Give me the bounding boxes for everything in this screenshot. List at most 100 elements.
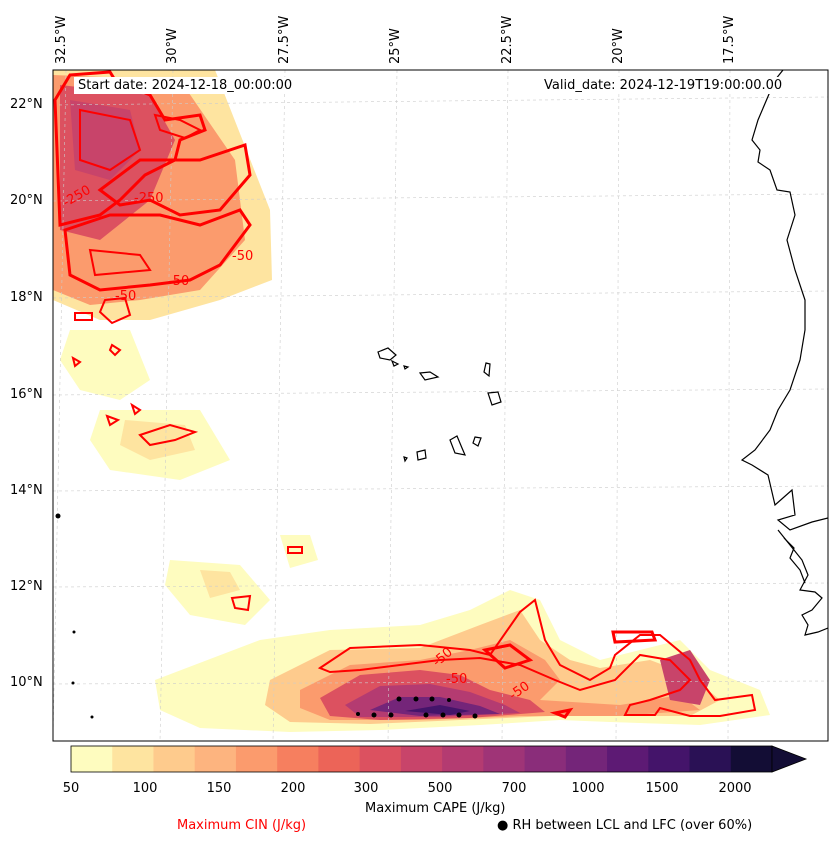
cin-contour — [63, 208, 252, 292]
colorbar — [70, 745, 773, 773]
island — [390, 359, 400, 367]
lon-label: 32.5°W — [54, 15, 69, 64]
cin-contour — [317, 598, 757, 717]
island — [483, 362, 491, 378]
colorbar-swatch — [730, 746, 773, 772]
island — [472, 436, 482, 447]
rh-dot — [72, 630, 76, 634]
rh-dot — [456, 712, 462, 718]
colorbar-swatch — [277, 746, 319, 772]
rh-dot — [429, 696, 435, 702]
colorbar-label: Maximum CAPE (J/kg) — [365, 801, 506, 816]
cin-contour — [549, 707, 574, 719]
rh-dot — [413, 696, 419, 702]
colorbar-tick: 150 — [206, 781, 232, 796]
cin-contour — [481, 643, 534, 670]
lat-label: 20°N — [10, 193, 43, 208]
lat-label: 10°N — [10, 675, 43, 690]
colorbar-swatch — [689, 746, 732, 772]
cape-fill-nw-deep — [70, 100, 140, 180]
colorbar-swatch — [442, 746, 484, 772]
colorbar-tick: 50 — [62, 781, 80, 796]
cin-contour — [74, 312, 93, 321]
rh-legend-label: ● RH between LCL and LFC (over 60%) — [497, 818, 752, 833]
colorbar-swatch — [71, 746, 113, 772]
contour-label: -250 — [134, 191, 164, 206]
contour-label: -50 — [168, 274, 189, 289]
cape-fill-south-7 — [405, 705, 470, 715]
colorbar-swatch — [524, 746, 567, 772]
coastline-africa — [783, 537, 806, 584]
coastlines — [377, 70, 828, 636]
rh-dot — [472, 713, 478, 719]
rh-dot — [356, 712, 360, 716]
rh-dot — [440, 712, 446, 718]
colorbar-swatch — [359, 746, 402, 772]
colorbar-swatch — [318, 746, 361, 772]
gridlines — [53, 70, 828, 741]
colorbar-swatch — [235, 746, 278, 772]
rh-points — [55, 513, 478, 719]
coastline-africa — [740, 70, 828, 531]
island — [418, 371, 440, 381]
lon-label: 30°W — [165, 28, 180, 64]
island — [487, 391, 502, 406]
cape-fill-patch — [280, 535, 318, 568]
cin-contour — [98, 296, 132, 325]
cape-fill-patch — [120, 420, 195, 460]
lat-label: 16°N — [10, 387, 43, 402]
lat-label: 12°N — [10, 579, 43, 594]
lat-label: 14°N — [10, 483, 43, 498]
island — [449, 435, 467, 456]
coastline-africa — [777, 529, 828, 636]
cin-contour — [138, 423, 199, 447]
contour-label: -50 — [446, 672, 467, 687]
colorbar-tick: 100 — [132, 781, 158, 796]
rh-dot — [447, 698, 451, 702]
cin-contour — [153, 113, 203, 140]
rh-dot — [371, 712, 377, 718]
island — [403, 456, 408, 463]
island — [403, 365, 410, 370]
rh-legend-text: RH between LCL and LFC (over 60%) — [512, 818, 753, 833]
colorbar-swatch — [648, 746, 691, 772]
cin-contour — [71, 355, 82, 368]
colorbar-swatch — [194, 746, 237, 772]
colorbar-swatch — [112, 746, 154, 772]
rh-dot — [55, 513, 61, 519]
lon-label: 20°W — [611, 28, 626, 64]
colorbar-extend-arrow — [771, 745, 808, 773]
start-date-label: Start date: 2024-12-18_00:00:00 — [74, 77, 297, 94]
rh-dot — [396, 696, 402, 702]
rh-dot — [388, 712, 394, 718]
contour-label: -50 — [232, 249, 253, 264]
colorbar-tick: 2000 — [718, 781, 752, 796]
cin-legend-label: Maximum CIN (J/kg) — [177, 818, 307, 833]
lon-label: 25°W — [388, 28, 403, 64]
rh-dot — [423, 712, 429, 718]
cin-contour — [611, 630, 658, 644]
cin-contour — [108, 343, 122, 357]
colorbar-tick: 500 — [427, 781, 453, 796]
cin-contour — [97, 143, 252, 217]
island — [377, 347, 397, 361]
colorbar-tick: 1000 — [571, 781, 605, 796]
plot-frame — [52, 69, 829, 742]
lon-label: 17.5°W — [722, 15, 737, 64]
colorbar-tick: 1500 — [645, 781, 679, 796]
lat-label: 18°N — [10, 290, 43, 305]
colorbar-swatch — [483, 746, 526, 772]
colorbar-tick: 300 — [353, 781, 379, 796]
colorbar-swatch — [607, 746, 649, 772]
valid-date-label: Valid_date: 2024-12-19T19:00:00.00 — [540, 77, 787, 94]
colorbar-swatch — [565, 746, 608, 772]
lon-label: 27.5°W — [277, 15, 292, 64]
rh-dot — [90, 715, 94, 719]
colorbar-tick: 200 — [280, 781, 306, 796]
cin-contour — [287, 546, 303, 554]
colorbar-swatch — [400, 746, 443, 772]
cin-contour — [88, 248, 152, 277]
rh-legend-dot-icon: ● — [497, 818, 509, 833]
cape-fill-patch — [200, 570, 240, 598]
